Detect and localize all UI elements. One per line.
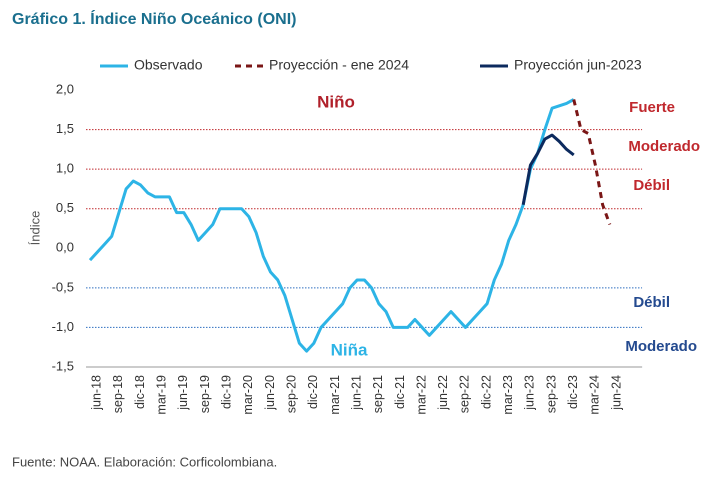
annotation: Niña	[331, 340, 368, 359]
x-tick-label: mar-24	[588, 375, 602, 415]
x-tick-label: jun-22	[436, 375, 450, 411]
x-tick-label: jun-19	[176, 375, 190, 411]
y-tick-label: -0,5	[52, 279, 74, 294]
annotation: Moderado	[625, 338, 697, 355]
annotation: Niño	[317, 92, 355, 111]
series-line	[88, 98, 575, 353]
x-tick-label: jun-24	[609, 375, 623, 411]
y-tick-label: 1,5	[56, 121, 74, 136]
legend-label: Proyección - ene 2024	[269, 57, 409, 73]
chart-title: Gráfico 1. Índice Niño Oceánico (ONI)	[12, 9, 297, 28]
x-tick-label: jun-23	[523, 375, 537, 411]
y-tick-label: 0,5	[56, 200, 74, 215]
x-tick-label: dic-18	[133, 375, 147, 409]
y-tick-label: 0,0	[56, 240, 74, 255]
x-tick-label: dic-19	[219, 375, 233, 409]
x-tick-label: dic-21	[393, 375, 407, 409]
x-tick-label: jun-20	[263, 375, 277, 411]
x-tick-label: dic-23	[566, 375, 580, 409]
x-tick-label: dic-20	[306, 375, 320, 409]
legend-label: Proyección jun-2023	[514, 57, 642, 73]
y-axis-label: Índice	[27, 211, 42, 246]
annotation: Débil	[633, 177, 670, 194]
y-tick-label: -1,5	[52, 358, 74, 373]
x-tick-label: mar-19	[154, 375, 168, 415]
x-tick-label: mar-22	[414, 375, 428, 415]
x-tick-label: dic-22	[479, 375, 493, 409]
x-tick-label: sep-23	[544, 375, 558, 413]
annotation: Débil	[633, 294, 670, 311]
legend-label: Observado	[134, 57, 203, 73]
x-tick-label: mar-21	[328, 375, 342, 415]
series-line	[572, 99, 612, 226]
source: Fuente: NOAA. Elaboración: Corficolombia…	[12, 454, 277, 469]
y-tick-label: -1,0	[52, 319, 74, 334]
x-tick-label: jun-21	[349, 375, 363, 411]
x-tick-label: mar-20	[241, 375, 255, 415]
x-tick-label: mar-23	[501, 375, 515, 415]
annotation: Moderado	[628, 138, 700, 155]
x-tick-label: sep-21	[371, 375, 385, 413]
x-tick-label: sep-18	[111, 375, 125, 413]
x-tick-label: sep-20	[284, 375, 298, 413]
annotation: Fuerte	[629, 99, 675, 116]
x-tick-label: sep-19	[198, 375, 212, 413]
x-tick-label: sep-22	[458, 375, 472, 413]
x-tick-label: jun-18	[90, 375, 104, 411]
y-tick-label: 2,0	[56, 81, 74, 96]
series-line	[521, 133, 575, 206]
y-tick-label: 1,0	[56, 161, 74, 176]
